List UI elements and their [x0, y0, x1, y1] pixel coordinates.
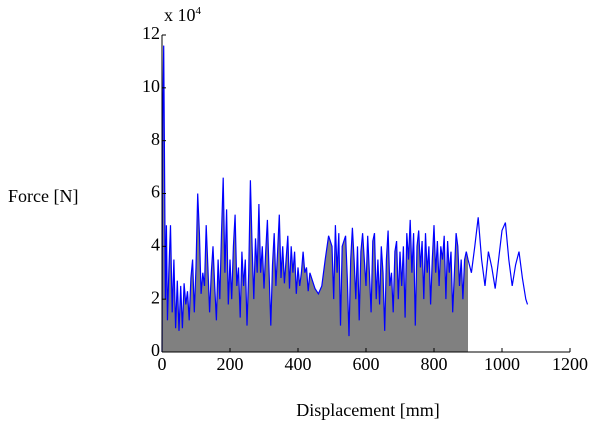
y-tick-label: 8: [151, 129, 160, 149]
y-tick-label: 2: [151, 287, 160, 307]
y-tick-label: 10: [142, 76, 160, 96]
y-tick-label: 12: [142, 23, 160, 43]
x-tick-label: 600: [353, 354, 380, 374]
x-axis-label: Displacement [mm]: [296, 400, 439, 420]
x-tick-label: 1200: [552, 354, 588, 374]
y-multiplier-exp: 4: [196, 5, 202, 17]
x-tick-label: 800: [421, 354, 448, 374]
data-line: [161, 45, 529, 353]
y-multiplier: x 104: [164, 5, 202, 26]
y-tick-label: 6: [151, 182, 160, 202]
x-tick-label: 200: [217, 354, 244, 374]
y-tick-label: 4: [151, 234, 160, 254]
y-axis-label: Force [N]: [8, 186, 78, 206]
x-tick-label: 0: [158, 354, 167, 374]
y-tick-label: 0: [151, 340, 160, 360]
x-tick-label: 1000: [484, 354, 520, 374]
y-multiplier-base: x 10: [164, 5, 196, 25]
x-tick-label: 400: [285, 354, 312, 374]
